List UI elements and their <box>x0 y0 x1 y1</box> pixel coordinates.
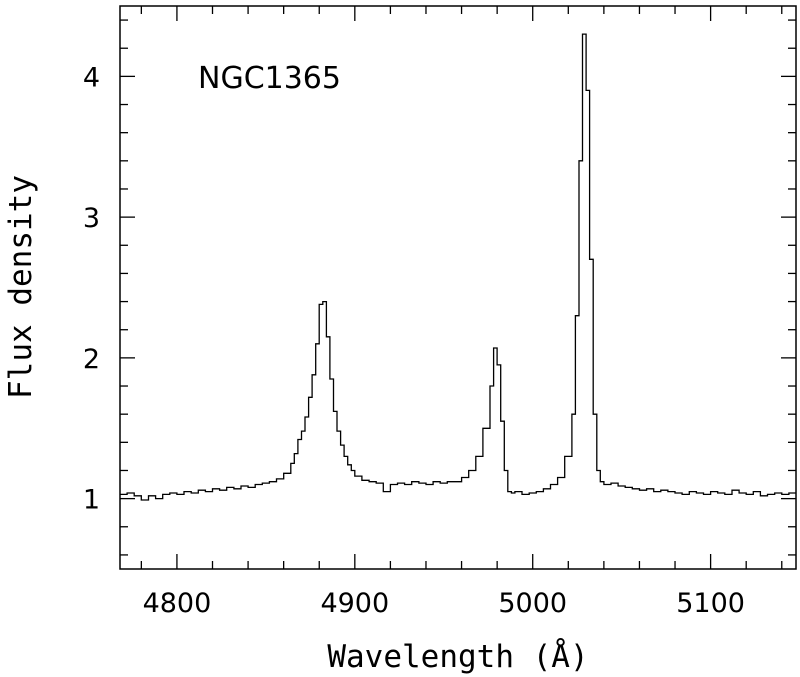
x-axis-tick-labels: 4800 4900 5000 5100 <box>143 588 745 619</box>
x-axis-ticks <box>140 6 783 569</box>
x-tick-label: 5100 <box>676 588 745 619</box>
spectrum-step-line <box>120 33 796 501</box>
x-axis-title: Wavelength (Å) <box>327 639 588 675</box>
y-tick-label: 2 <box>83 344 100 375</box>
object-name-label: NGC1365 <box>198 61 341 96</box>
plot-frame <box>119 5 797 570</box>
y-tick-label: 4 <box>83 62 100 93</box>
y-tick-label: 3 <box>83 203 100 234</box>
y-axis-title: Flux density <box>3 175 39 399</box>
x-tick-label: 4800 <box>143 588 212 619</box>
y-axis-ticks <box>120 19 796 556</box>
x-tick-label: 4900 <box>320 588 389 619</box>
y-tick-label: 1 <box>83 485 100 516</box>
x-tick-label: 5000 <box>498 588 567 619</box>
y-axis-tick-labels: 1 2 3 4 <box>83 62 100 515</box>
plot-border <box>119 5 797 570</box>
